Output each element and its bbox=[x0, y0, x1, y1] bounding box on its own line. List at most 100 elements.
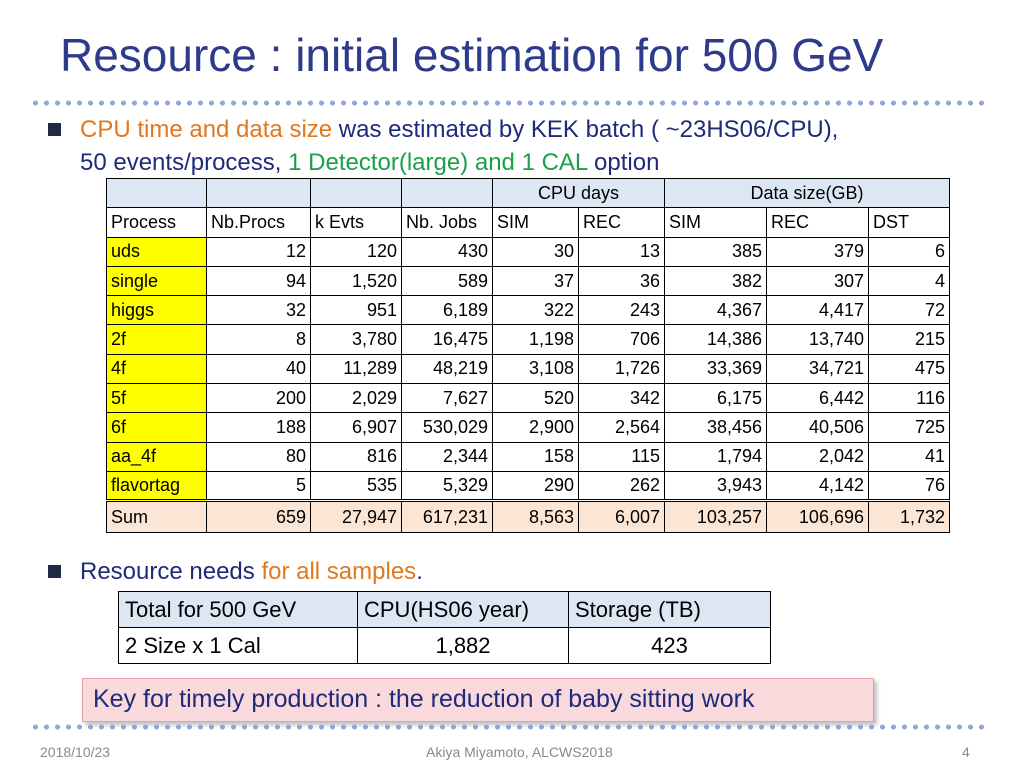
column-header-cell: REC bbox=[766, 207, 869, 238]
data-size-header: Data size(GB) bbox=[664, 177, 950, 209]
table-value-cell: 4,367 bbox=[664, 295, 767, 326]
column-header-cell: REC bbox=[578, 207, 665, 238]
process-name-cell: aa_4f bbox=[106, 441, 207, 472]
table-value-cell: 535 bbox=[310, 470, 402, 502]
table-value-cell: 13,740 bbox=[766, 324, 869, 355]
table-value-cell: 12 bbox=[206, 236, 311, 267]
sum-row: Sum 659 27,947 617,231 8,563 6,007 103,257 106,… bbox=[106, 499, 950, 534]
process-name-cell: 4f bbox=[106, 353, 207, 385]
table-value-cell: 33,369 bbox=[664, 353, 767, 385]
resource-header-storage: Storage (TB) bbox=[568, 591, 771, 628]
sum-value-cell: 27,947 bbox=[310, 499, 402, 534]
process-name-cell: 2f bbox=[106, 324, 207, 355]
table-body: uds 12 120 430 30 13 385 379 6 single 94 1,520 589 37… bbox=[106, 236, 950, 534]
bullet-1-highlight: CPU time and data size bbox=[80, 116, 333, 143]
slide-title: Resource : initial estimation for 500 Ge… bbox=[60, 29, 884, 81]
table-value-cell: 6,442 bbox=[766, 383, 869, 414]
process-name-cell: higgs bbox=[106, 295, 207, 326]
table-value-cell: 34,721 bbox=[766, 353, 869, 385]
table-value-cell: 3,780 bbox=[310, 324, 402, 355]
bottom-dotted-divider bbox=[30, 724, 988, 730]
table-value-cell: 6,189 bbox=[401, 295, 493, 326]
table-value-cell: 725 bbox=[868, 412, 950, 443]
table-value-cell: 40 bbox=[206, 353, 311, 385]
resource-header-cpu: CPU(HS06 year) bbox=[357, 591, 569, 628]
column-header-cell: DST bbox=[868, 207, 950, 238]
bullet-1-line-1: CPU time and data size was estimated by … bbox=[80, 116, 838, 144]
table-value-cell: 4,142 bbox=[766, 470, 869, 502]
table-value-cell: 706 bbox=[578, 324, 665, 355]
sum-label-cell: Sum bbox=[106, 499, 207, 534]
column-header-cell: k Evts bbox=[310, 207, 402, 238]
table-row: 5f 200 2,029 7,627 520 342 6,175 6,442 116 bbox=[106, 383, 950, 414]
sum-value-cell: 1,732 bbox=[868, 499, 950, 534]
bullet-2-text: Resource needs bbox=[80, 558, 262, 585]
table-value-cell: 80 bbox=[206, 441, 311, 472]
table-row: 4f 40 11,289 48,219 3,108 1,726 33,369 34,721 47… bbox=[106, 353, 950, 385]
column-header-cell: SIM bbox=[664, 207, 767, 238]
table-value-cell: 188 bbox=[206, 412, 311, 443]
table-value-cell: 6,907 bbox=[310, 412, 402, 443]
table-value-cell: 2,029 bbox=[310, 383, 402, 414]
table-value-cell: 38,456 bbox=[664, 412, 767, 443]
table-value-cell: 48,219 bbox=[401, 353, 493, 385]
table-value-cell: 816 bbox=[310, 441, 402, 472]
key-callout-box: Key for timely production : the reductio… bbox=[82, 678, 874, 722]
table-value-cell: 2,344 bbox=[401, 441, 493, 472]
column-header-cell: Nb.Procs bbox=[206, 207, 311, 238]
sum-value-cell: 103,257 bbox=[664, 499, 767, 534]
table-value-cell: 430 bbox=[401, 236, 493, 267]
table-value-cell: 5 bbox=[206, 470, 311, 502]
empty-header-cell bbox=[310, 177, 402, 209]
footer-page-number: 4 bbox=[962, 744, 970, 760]
table-value-cell: 4,417 bbox=[766, 295, 869, 326]
resource-config-cell: 2 Size x 1 Cal bbox=[118, 627, 358, 664]
table-row: higgs 32 951 6,189 322 243 4,367 4,417 72 bbox=[106, 295, 950, 326]
table-value-cell: 3,943 bbox=[664, 470, 767, 502]
footer-date: 2018/10/23 bbox=[40, 744, 111, 760]
table-value-cell: 307 bbox=[766, 265, 869, 297]
table-group-header-row: CPU days Data size(GB) bbox=[106, 177, 950, 209]
sum-value-cell: 8,563 bbox=[492, 499, 579, 534]
table-value-cell: 215 bbox=[868, 324, 950, 355]
table-column-header-row: Process Nb.Procs k Evts Nb. Jobs SIM REC SIM RE… bbox=[106, 207, 950, 238]
table-value-cell: 1,726 bbox=[578, 353, 665, 385]
table-value-cell: 7,627 bbox=[401, 383, 493, 414]
table-value-cell: 1,794 bbox=[664, 441, 767, 472]
table-value-cell: 120 bbox=[310, 236, 402, 267]
table-row: 2f 8 3,780 16,475 1,198 706 14,386 13,740 215 bbox=[106, 324, 950, 355]
bullet-1-option-text: option bbox=[587, 149, 660, 176]
cpu-data-table: CPU days Data size(GB) Process Nb.Procs k … bbox=[106, 177, 950, 534]
table-value-cell: 6 bbox=[868, 236, 950, 267]
table-value-cell: 32 bbox=[206, 295, 311, 326]
table-value-cell: 385 bbox=[664, 236, 767, 267]
table-value-cell: 379 bbox=[766, 236, 869, 267]
bullet-2-highlight: for all samples bbox=[261, 558, 417, 585]
table-value-cell: 115 bbox=[578, 441, 665, 472]
column-header-cell: Process bbox=[106, 207, 207, 238]
process-name-cell: 6f bbox=[106, 412, 207, 443]
bullet-1-detector-highlight: 1 Detector(large) and 1 CAL bbox=[288, 149, 588, 176]
resource-cpu-value: 1,882 bbox=[357, 627, 569, 664]
table-value-cell: 2,042 bbox=[766, 441, 869, 472]
process-name-cell: uds bbox=[106, 236, 207, 267]
table-value-cell: 262 bbox=[578, 470, 665, 502]
table-value-cell: 1,198 bbox=[492, 324, 579, 355]
table-value-cell: 13 bbox=[578, 236, 665, 267]
resource-data-row: 2 Size x 1 Cal 1,882 423 bbox=[118, 627, 771, 664]
empty-header-cell bbox=[106, 177, 207, 209]
sum-value-cell: 106,696 bbox=[766, 499, 869, 534]
bullet-1-line-2: 50 events/process, 1 Detector(large) and… bbox=[80, 149, 659, 177]
sum-value-cell: 6,007 bbox=[578, 499, 665, 534]
table-value-cell: 8 bbox=[206, 324, 311, 355]
table-value-cell: 322 bbox=[492, 295, 579, 326]
resource-storage-value: 423 bbox=[568, 627, 771, 664]
table-value-cell: 1,520 bbox=[310, 265, 402, 297]
bullet-1-events-text: 50 events/process, bbox=[80, 149, 289, 176]
sum-value-cell: 659 bbox=[206, 499, 311, 534]
table-value-cell: 14,386 bbox=[664, 324, 767, 355]
column-header-cell: SIM bbox=[492, 207, 579, 238]
process-name-cell: single bbox=[106, 265, 207, 297]
table-value-cell: 16,475 bbox=[401, 324, 493, 355]
process-name-cell: 5f bbox=[106, 383, 207, 414]
